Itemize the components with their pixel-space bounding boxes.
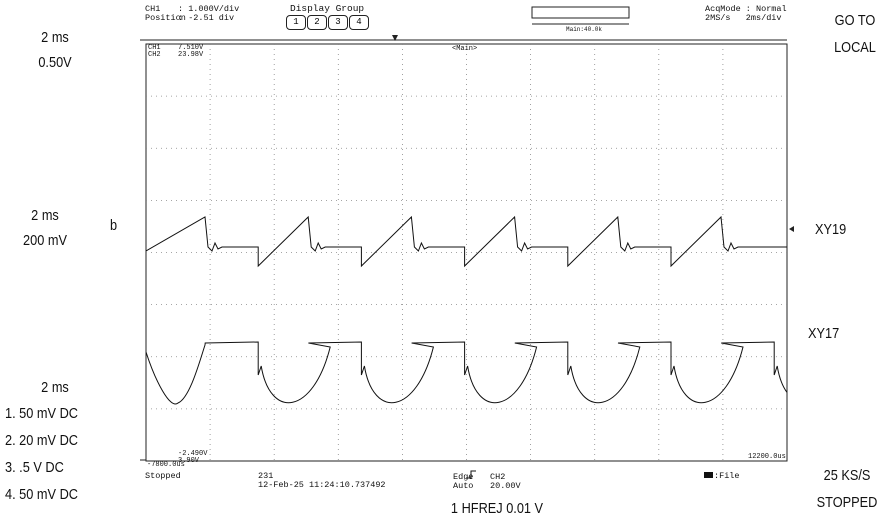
ch2-trace bbox=[146, 341, 787, 405]
trigger-marker bbox=[392, 35, 398, 41]
note: 2. 20 mV DC bbox=[5, 432, 78, 449]
ch1-trace bbox=[146, 215, 787, 268]
printer-icon bbox=[704, 472, 713, 478]
header-text: CH1 bbox=[145, 4, 161, 14]
note: 200 mV bbox=[23, 232, 67, 249]
footer-text: 20.00V bbox=[490, 481, 521, 491]
group-button[interactable]: 3 bbox=[328, 15, 348, 30]
screen-text: CH2 bbox=[148, 51, 161, 59]
screen-text: 7.510V bbox=[178, 44, 204, 52]
screen-text: 23.98V bbox=[178, 51, 204, 59]
footer-text: Auto bbox=[453, 481, 474, 491]
note: b bbox=[110, 217, 118, 234]
group-button[interactable]: 2 bbox=[307, 15, 327, 30]
header-text: AcqMode : Normal bbox=[705, 4, 787, 14]
note: 0.50V bbox=[38, 54, 72, 71]
header-text: : 1.000V/div bbox=[178, 4, 240, 14]
footer-text: Edge bbox=[453, 472, 474, 482]
note: 4. 50 mV DC bbox=[5, 486, 78, 503]
group-button[interactable]: 4 bbox=[349, 15, 369, 30]
grid bbox=[146, 44, 787, 461]
header-text: 2MS/s 2ms/div bbox=[705, 13, 782, 23]
ch1-marker bbox=[789, 226, 794, 232]
footer-text: CH2 bbox=[490, 472, 506, 482]
footer-text: :File bbox=[714, 471, 740, 481]
header-text: Display Group bbox=[290, 3, 365, 14]
note: 2 ms bbox=[41, 379, 69, 396]
note: 1. 50 mV DC bbox=[5, 405, 78, 422]
screen-text: -2.490V bbox=[178, 450, 208, 458]
screen-text: 3.90V bbox=[178, 457, 200, 465]
note: LOCAL bbox=[834, 39, 876, 56]
note: XY17 bbox=[808, 325, 840, 342]
header-text: Position bbox=[145, 13, 186, 23]
footer-text: 231 bbox=[258, 471, 274, 481]
edge-icon bbox=[466, 470, 476, 479]
screen-text: <Main> bbox=[452, 45, 478, 53]
header-text: : -2.51 div bbox=[178, 13, 235, 23]
screen-text: 12200.0us bbox=[748, 453, 786, 461]
header-text: Main:40.0k bbox=[566, 26, 603, 33]
footer-text: 12-Feb-25 11:24:10.737492 bbox=[258, 480, 386, 490]
note: 2 ms bbox=[41, 29, 69, 46]
note: 1 HFREJ 0.01 V bbox=[450, 500, 544, 517]
note: 25 KS/S bbox=[823, 467, 871, 484]
note: GO TO bbox=[834, 12, 876, 29]
note: STOPPED bbox=[816, 494, 878, 511]
group-button[interactable]: 1 bbox=[286, 15, 306, 30]
zoom-box bbox=[531, 6, 630, 19]
screen-text: CH1 bbox=[148, 44, 161, 52]
note: 3. .5 V DC bbox=[5, 459, 64, 476]
footer-text: Stopped bbox=[145, 471, 181, 481]
note: XY19 bbox=[815, 221, 847, 238]
note: 2 ms bbox=[31, 207, 59, 224]
screen-text: -7800.0us bbox=[147, 461, 185, 469]
